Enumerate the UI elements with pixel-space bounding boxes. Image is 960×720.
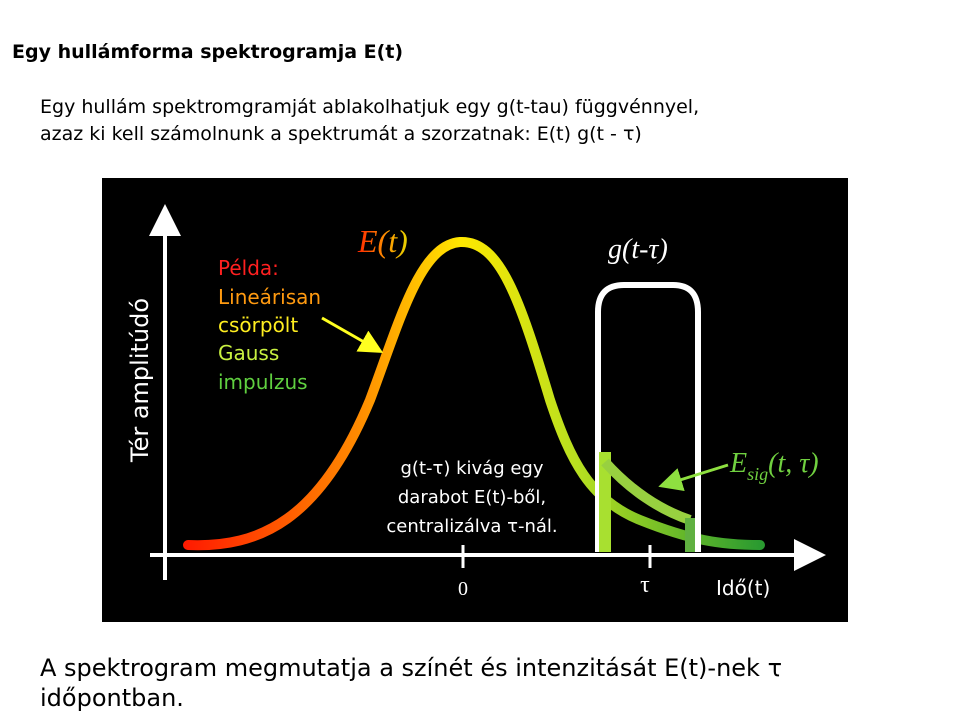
pointer-arrow [321,316,384,353]
gate-window [595,282,701,552]
tick-label: τ [640,572,650,598]
example-line: Gauss [218,341,279,365]
footer-line: időpontban. [40,684,184,712]
example-line: Példa: [218,256,279,280]
sig-main: E [729,448,747,479]
title: Egy hullámforma spektrogramja E(t) [12,41,403,63]
example-line: csörpölt [218,313,298,337]
note-line: darabot E(t)-ből, [398,487,546,508]
note-line: g(t-τ) kivág egy [401,458,544,479]
gated-pulse [601,458,692,525]
x-axis-label: Idő(t) [716,576,770,600]
sig-args: (t, τ) [768,448,818,479]
pulse-label: E(t) [357,223,408,259]
intro-line: azaz ki kell számolnunk a spektrumát a s… [40,123,642,145]
footer-text: A spektrogram megmutatja a színét és int… [40,654,782,712]
y-axis-label: Tér amplitúdó [126,298,154,463]
tick-label: 0 [458,578,468,600]
intro-line: Egy hullám spektromgramját ablakolhatjuk… [40,96,699,118]
footer-line: A spektrogram megmutatja a színét és int… [40,654,782,682]
sig-label: Esig(t, τ) [729,448,819,484]
sig-sub: sig [747,464,768,484]
gate-label: g(t-τ) [608,234,668,265]
note-line: centralizálva τ-nál. [386,516,557,537]
pulse-curve [183,237,765,551]
pointer-arrow [658,463,729,492]
example-line: impulzus [218,370,308,394]
example-line: Lineárisan [218,285,321,309]
